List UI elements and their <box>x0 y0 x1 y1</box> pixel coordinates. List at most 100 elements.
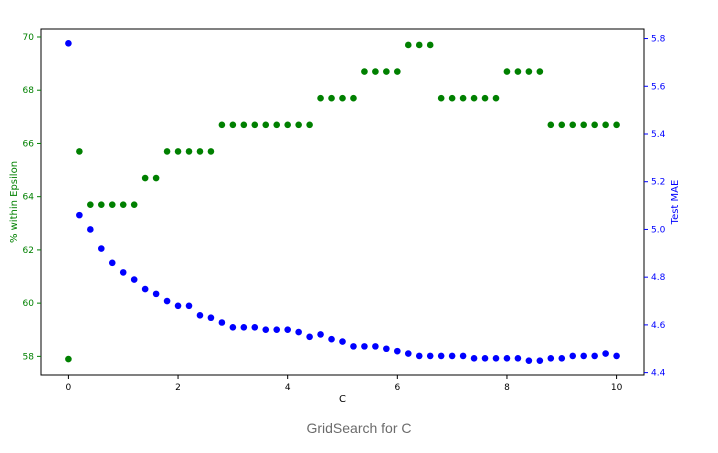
green-point <box>350 94 357 102</box>
green-point <box>262 121 270 129</box>
green-point <box>415 41 423 49</box>
green-point <box>426 41 434 49</box>
blue-point <box>426 352 434 360</box>
green-point <box>339 94 346 102</box>
blue-point <box>262 326 270 333</box>
blue-point <box>591 352 598 360</box>
blue-point <box>185 302 193 310</box>
green-point <box>492 94 500 102</box>
chart-caption: GridSearch for C <box>306 420 412 436</box>
x-tick-label: 8 <box>504 383 510 393</box>
blue-point <box>108 259 116 267</box>
blue-point <box>514 354 522 362</box>
blue-point <box>174 302 182 310</box>
blue-point <box>130 276 138 283</box>
green-point <box>328 94 335 102</box>
green-point <box>437 94 445 102</box>
green-point <box>536 68 544 75</box>
green-point <box>196 148 204 155</box>
x-axis-label: C <box>339 394 346 405</box>
blue-point <box>525 357 533 364</box>
green-point <box>404 41 412 49</box>
left-y-tick-label: 70 <box>23 33 35 43</box>
blue-point <box>207 314 215 322</box>
green-point <box>514 68 522 75</box>
blue-point <box>240 323 248 331</box>
blue-point <box>613 352 620 360</box>
green-point <box>98 201 105 208</box>
blue-point <box>415 352 423 360</box>
green-point <box>65 355 72 363</box>
blue-point <box>602 350 609 357</box>
blue-point <box>87 226 94 233</box>
blue-point <box>229 323 237 331</box>
blue-point <box>328 335 335 343</box>
right-y-tick-label: 4.6 <box>651 321 666 331</box>
blue-point <box>317 331 324 338</box>
green-point <box>141 174 149 182</box>
blue-point <box>306 333 313 341</box>
blue-point <box>481 354 489 362</box>
green-point <box>273 121 281 129</box>
left-y-tick-label: 60 <box>23 299 35 309</box>
green-point <box>87 201 94 208</box>
x-tick-label: 4 <box>285 383 291 393</box>
blue-point <box>76 211 83 219</box>
green-point <box>569 121 577 129</box>
green-point <box>163 148 171 155</box>
right-y-tick-label: 5.8 <box>651 35 666 45</box>
blue-point <box>437 352 445 360</box>
right-y-tick-label: 5.2 <box>651 178 665 188</box>
green-point <box>470 94 478 102</box>
blue-point <box>470 354 478 362</box>
green-point <box>174 148 182 155</box>
green-point <box>108 201 116 208</box>
green-point <box>76 148 83 155</box>
green-point <box>306 121 313 129</box>
left-y-tick-label: 66 <box>23 139 35 149</box>
blue-point <box>98 245 105 252</box>
blue-point <box>361 343 368 350</box>
blue-point <box>284 326 291 333</box>
blue-point <box>459 352 467 360</box>
blue-point <box>372 343 379 350</box>
green-point <box>372 68 379 75</box>
x-tick-label: 0 <box>66 383 72 393</box>
blue-point <box>492 354 500 362</box>
green-point <box>207 148 215 155</box>
blue-point <box>569 352 577 360</box>
green-point <box>481 94 489 102</box>
green-point <box>361 68 368 75</box>
blue-point <box>558 354 566 362</box>
blue-point <box>251 323 259 331</box>
blue-point <box>394 347 401 355</box>
left-y-tick-label: 64 <box>23 193 35 203</box>
green-point <box>295 121 302 129</box>
green-point <box>613 121 620 129</box>
blue-point <box>448 352 456 360</box>
green-point <box>459 94 467 102</box>
left-y-tick-label: 62 <box>23 246 34 256</box>
blue-point <box>383 345 390 353</box>
green-point <box>251 121 259 129</box>
blue-point <box>163 297 171 305</box>
right-y-tick-label: 5.4 <box>651 130 666 140</box>
blue-point <box>65 40 72 47</box>
right-y-tick-label: 5.6 <box>651 82 666 92</box>
blue-point <box>350 343 357 350</box>
blue-point <box>404 350 412 357</box>
blue-point <box>196 312 204 319</box>
green-point <box>130 201 138 208</box>
green-point <box>383 68 390 75</box>
blue-point <box>580 352 587 360</box>
green-point <box>394 68 401 75</box>
blue-point <box>295 328 302 336</box>
green-point <box>152 174 160 182</box>
blue-point <box>536 357 544 364</box>
green-point <box>547 121 555 129</box>
blue-point <box>503 354 511 362</box>
green-point <box>317 94 324 102</box>
green-point <box>185 148 193 155</box>
blue-point <box>119 269 127 276</box>
